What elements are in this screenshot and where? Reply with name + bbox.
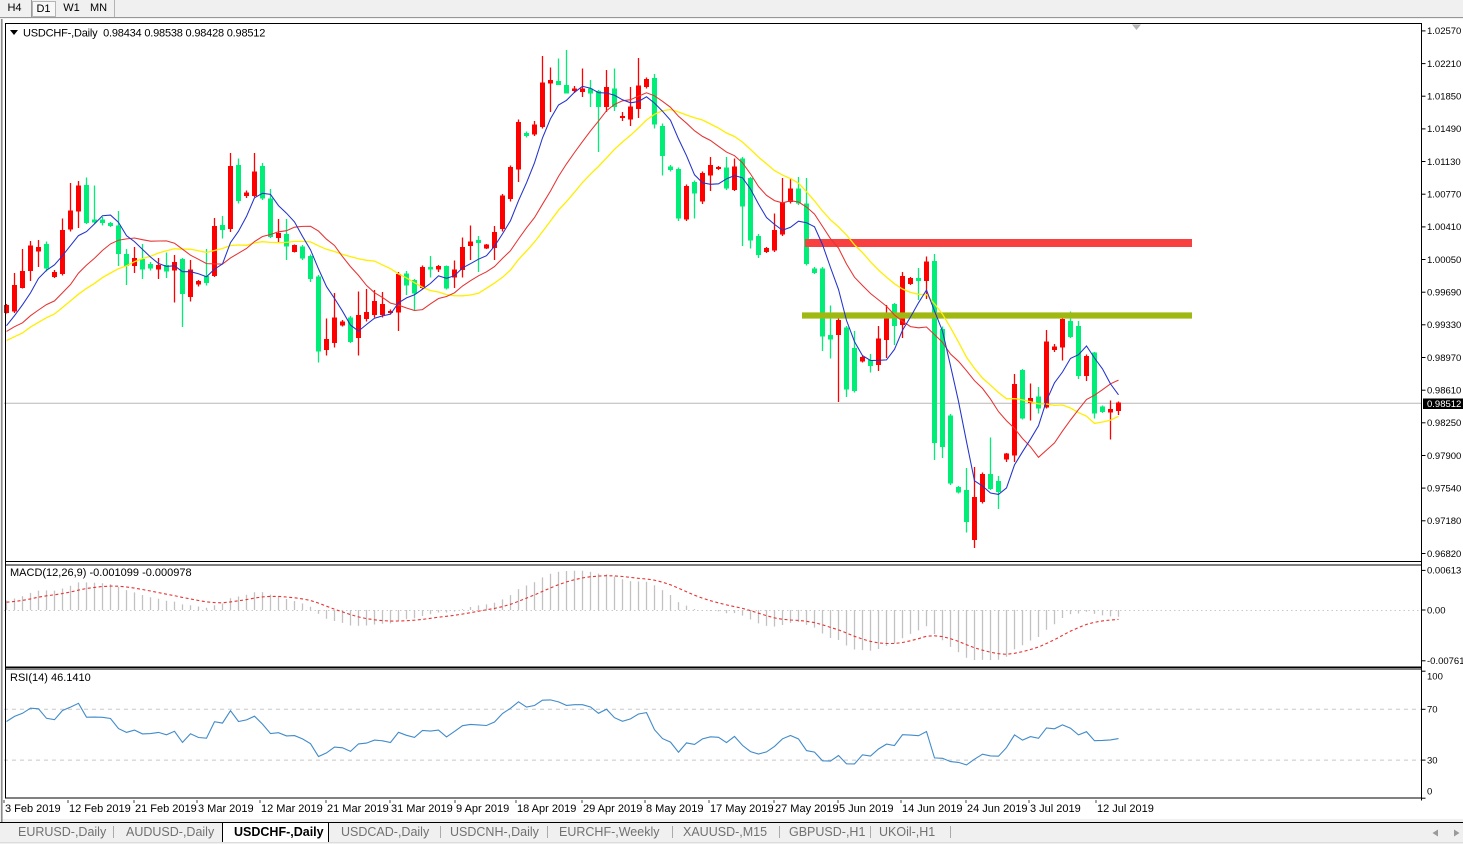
svg-text:21 Feb 2019: 21 Feb 2019 — [135, 803, 197, 815]
svg-text:0.97180: 0.97180 — [1427, 516, 1461, 527]
svg-text:-0.007612: -0.007612 — [1427, 656, 1463, 667]
svg-text:1.01490: 1.01490 — [1427, 124, 1461, 135]
svg-text:0.97540: 0.97540 — [1427, 483, 1461, 494]
svg-text:1.02210: 1.02210 — [1427, 59, 1461, 70]
svg-text:1.00410: 1.00410 — [1427, 222, 1461, 233]
svg-text:0.99690: 0.99690 — [1427, 288, 1461, 299]
svg-text:24 Jun 2019: 24 Jun 2019 — [967, 803, 1028, 815]
svg-text:0.97900: 0.97900 — [1427, 451, 1461, 462]
svg-text:0.00613: 0.00613 — [1427, 566, 1461, 577]
svg-text:1.00770: 1.00770 — [1427, 190, 1461, 201]
svg-text:31 Mar 2019: 31 Mar 2019 — [391, 803, 453, 815]
svg-text:8 May 2019: 8 May 2019 — [646, 803, 703, 815]
svg-text:12 Feb 2019: 12 Feb 2019 — [69, 803, 131, 815]
svg-text:21 Mar 2019: 21 Mar 2019 — [327, 803, 389, 815]
svg-text:0.98250: 0.98250 — [1427, 418, 1461, 429]
svg-text:3 Jul 2019: 3 Jul 2019 — [1030, 803, 1081, 815]
svg-text:1.01130: 1.01130 — [1427, 157, 1461, 168]
svg-text:29 Apr 2019: 29 Apr 2019 — [583, 803, 642, 815]
svg-text:5 Jun 2019: 5 Jun 2019 — [839, 803, 893, 815]
svg-text:18 Apr 2019: 18 Apr 2019 — [517, 803, 576, 815]
svg-text:MACD(12,26,9) -0.001099 -0.000: MACD(12,26,9) -0.001099 -0.000978 — [10, 567, 192, 579]
svg-text:0.00: 0.00 — [1427, 605, 1446, 616]
svg-text:12 Mar 2019: 12 Mar 2019 — [261, 803, 323, 815]
svg-text:1.02570: 1.02570 — [1427, 26, 1461, 37]
svg-text:1.00050: 1.00050 — [1427, 255, 1461, 266]
svg-text:30: 30 — [1427, 755, 1438, 766]
svg-text:100: 100 — [1427, 672, 1443, 683]
svg-text:RSI(14) 46.1410: RSI(14) 46.1410 — [10, 672, 91, 684]
svg-text:9 Apr 2019: 9 Apr 2019 — [456, 803, 509, 815]
svg-text:USDCHF-,Daily 0.98434 0.98538: USDCHF-,Daily 0.98434 0.98538 0.98428 0.… — [23, 28, 265, 40]
svg-text:70: 70 — [1427, 705, 1438, 716]
svg-text:1.01850: 1.01850 — [1427, 92, 1461, 103]
svg-text:0.99330: 0.99330 — [1427, 320, 1461, 331]
svg-text:0.98970: 0.98970 — [1427, 353, 1461, 364]
svg-text:12 Jul 2019: 12 Jul 2019 — [1097, 803, 1154, 815]
svg-text:3 Mar 2019: 3 Mar 2019 — [198, 803, 254, 815]
svg-text:0.98610: 0.98610 — [1427, 386, 1461, 397]
svg-text:0.96820: 0.96820 — [1427, 549, 1461, 560]
svg-text:17 May 2019: 17 May 2019 — [710, 803, 774, 815]
svg-text:0.98512: 0.98512 — [1427, 399, 1461, 410]
svg-text:3 Feb 2019: 3 Feb 2019 — [5, 803, 61, 815]
svg-text:0: 0 — [1427, 787, 1432, 798]
svg-text:14 Jun 2019: 14 Jun 2019 — [902, 803, 963, 815]
svg-text:27 May 2019: 27 May 2019 — [775, 803, 839, 815]
